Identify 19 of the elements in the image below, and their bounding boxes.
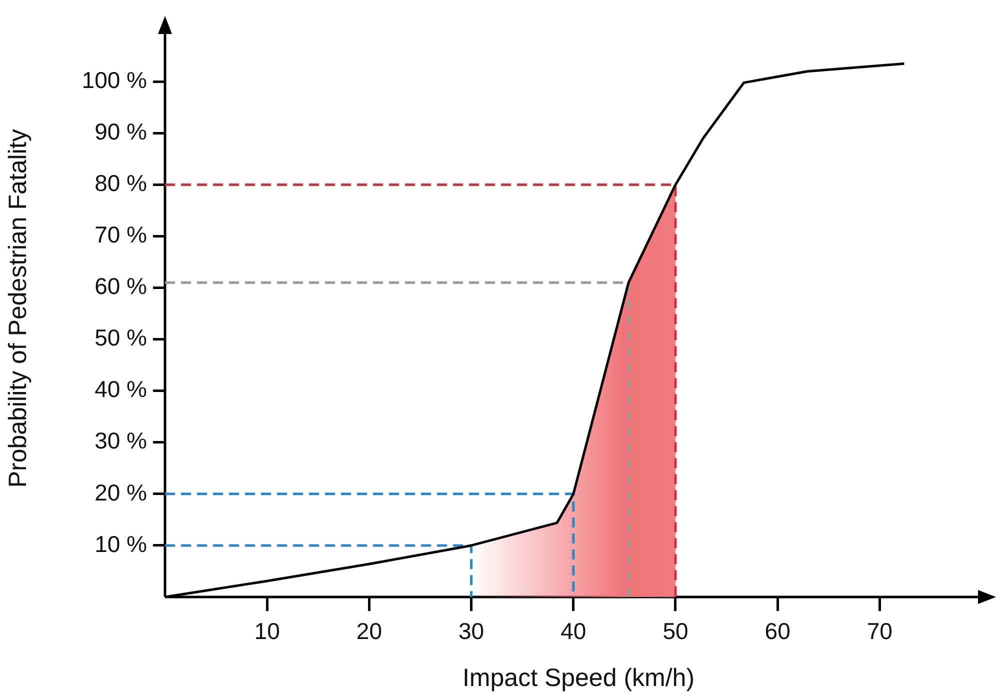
x-tick-label: 70: [866, 618, 892, 644]
y-tick-label: 10 %: [94, 530, 147, 557]
y-axis-title: Probability of Pedestrian Fatality: [4, 128, 32, 488]
x-tick-label: 40: [560, 618, 586, 644]
x-tick-label: 20: [356, 618, 382, 644]
y-tick-label: 100 %: [82, 66, 147, 93]
y-tick-label: 20 %: [94, 479, 147, 506]
y-tick-label: 30 %: [94, 428, 147, 454]
y-tick-label: 80 %: [94, 170, 147, 196]
y-tick-label: 60 %: [94, 273, 147, 300]
x-tick-label: 30: [458, 618, 484, 644]
y-tick-label: 50 %: [94, 324, 147, 351]
x-tick-label: 50: [662, 618, 688, 644]
x-tick-label: 60: [764, 618, 790, 644]
y-tick-label: 70 %: [94, 222, 147, 248]
x-axis-title: Impact Speed (km/h): [462, 664, 695, 692]
y-tick-label: 90 %: [94, 118, 147, 145]
x-tick-label: 10: [254, 618, 280, 644]
y-tick-label: 40 %: [94, 376, 147, 402]
